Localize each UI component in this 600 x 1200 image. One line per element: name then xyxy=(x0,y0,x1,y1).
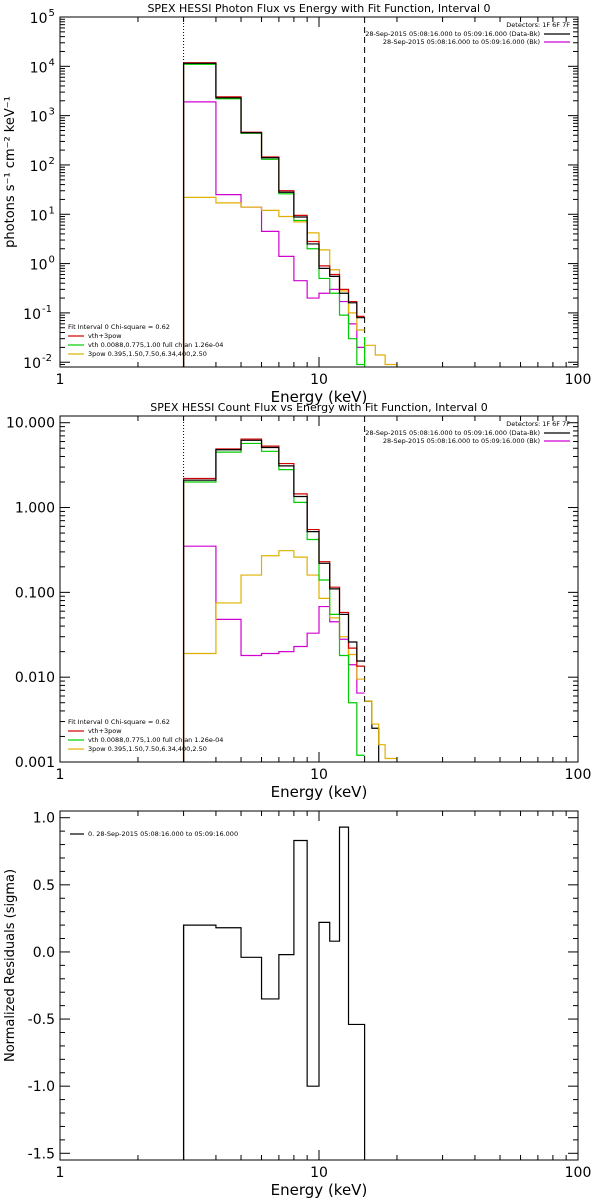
y-tick-exp: 2 xyxy=(49,156,55,167)
y-tick-label: 10 -2 xyxy=(23,353,52,372)
legend-entry: 3pow 0.395,1.50,7.50,6.34,400,2.50 xyxy=(88,350,207,358)
x-tick-label: 10 xyxy=(310,1165,328,1181)
legend-entry: vth 0.0088,0.775,1.00 full chian 1.26e-0… xyxy=(88,736,223,744)
legend-entry: 28-Sep-2015 05:08:16.000 to 05:09:16.000… xyxy=(365,429,540,437)
series-residuals xyxy=(182,826,366,1160)
plot-area-0 xyxy=(182,17,398,367)
legend-entry: vth+3pow xyxy=(88,727,122,735)
y-tick-base: 10 xyxy=(23,307,41,323)
x-tick-label: 100 xyxy=(565,1165,592,1181)
y-tick-base: 10 xyxy=(30,258,48,274)
y-tick-exp: 0 xyxy=(49,255,55,266)
x-axis-label: Energy (keV) xyxy=(271,1181,368,1199)
legend-fit-header: Fit Interval 0 Chi-square = 0.62 xyxy=(68,323,170,331)
legend-detectors: Detectors: 1F 6F 7F xyxy=(506,21,570,29)
x-tick-label: 10 xyxy=(310,372,328,388)
y-tick-label: -0.5 xyxy=(28,1012,55,1028)
y-tick-exp: 3 xyxy=(49,107,55,118)
series-vth xyxy=(182,442,365,762)
y-tick-exp: 1 xyxy=(49,205,55,216)
legend-entry: 3pow 0.395,1.50,7.50,6.34,400,2.50 xyxy=(88,745,207,753)
series-tail xyxy=(364,344,398,367)
series-tail xyxy=(364,700,398,762)
legend-entry: 28-Sep-2015 05:08:16.000 to 05:09:16.000… xyxy=(383,437,540,445)
legend-entry: 0. 28-Sep-2015 05:08:16.000 to 05:09:16.… xyxy=(88,830,238,838)
y-tick-base: 10 xyxy=(30,208,48,224)
y-tick-label: 0.010 xyxy=(15,670,55,686)
legend-entry: vth 0.0088,0.775,1.00 full chian 1.26e-0… xyxy=(88,341,223,349)
plot-area-2 xyxy=(182,826,366,1160)
y-tick-label: 10 3 xyxy=(30,107,55,126)
series-3pow xyxy=(182,196,365,367)
legend-entry: 28-Sep-2015 05:08:16.000 to 05:09:16.000… xyxy=(383,38,540,46)
y-tick-base: 10 xyxy=(30,110,48,126)
chart-title-1: SPEX HESSI Count Flux vs Energy with Fit… xyxy=(150,401,487,414)
chart-0: SPEX HESSI Photon Flux vs Energy with Fi… xyxy=(3,2,592,406)
y-tick-label: 10 0 xyxy=(30,255,55,274)
series-vth xyxy=(182,63,365,367)
legend-fit-header: Fit Interval 0 Chi-square = 0.62 xyxy=(68,718,170,726)
x-tick-label: 1 xyxy=(56,767,65,783)
x-tick-label: 100 xyxy=(565,767,592,783)
series-Data-Bk xyxy=(182,62,365,367)
y-tick-label: 0.100 xyxy=(15,585,55,601)
y-tick-label: 10.000 xyxy=(6,416,55,432)
y-tick-base: 10 xyxy=(30,60,48,76)
y-tick-label: 10 1 xyxy=(30,205,55,224)
y-tick-label: 10 2 xyxy=(30,156,55,175)
x-axis-label: Energy (keV) xyxy=(271,388,368,406)
legend-entry: vth+3pow xyxy=(88,332,122,340)
plot-frame-0 xyxy=(59,16,579,368)
chart-title-0: SPEX HESSI Photon Flux vs Energy with Fi… xyxy=(147,2,490,15)
x-tick-label: 10 xyxy=(310,767,328,783)
y-tick-label: 1.0 xyxy=(33,811,55,827)
y-axis-label: photons s⁻¹ cm⁻² keV⁻¹ xyxy=(3,96,18,248)
y-tick-base: 10 xyxy=(30,11,48,27)
y-tick-label: -1.0 xyxy=(28,1079,55,1095)
plot-area-1 xyxy=(182,416,398,762)
x-axis-label: Energy (keV) xyxy=(271,783,368,801)
x-tick-label: 1 xyxy=(56,372,65,388)
y-tick-label: 0.5 xyxy=(33,878,55,894)
x-tick-label: 1 xyxy=(56,1165,65,1181)
y-tick-base: 10 xyxy=(23,356,41,372)
y-tick-label: 0.0 xyxy=(33,945,55,961)
series-vth+3pow xyxy=(182,438,365,762)
legend-entry: 28-Sep-2015 05:08:16.000 to 05:09:16.000… xyxy=(365,30,540,38)
chart-2: 1 10 100 Energy (keV) -1.5 -1.0 -0.5 0.0 0.5 1.0 N… xyxy=(3,810,592,1199)
y-tick-label: 10 5 xyxy=(30,8,55,27)
y-tick-exp: 5 xyxy=(49,8,55,19)
y-tick-label: 1.000 xyxy=(15,501,55,517)
y-axis-label: Normalized Residuals (sigma) xyxy=(3,869,18,1062)
chart-1: SPEX HESSI Count Flux vs Energy with Fit… xyxy=(6,401,592,801)
x-tick-label: 100 xyxy=(565,372,592,388)
legend-detectors: Detectors: 1F 6F 7F xyxy=(506,420,570,428)
y-tick-label: -1.5 xyxy=(28,1146,55,1162)
y-tick-label: 10 -1 xyxy=(23,304,52,323)
y-tick-label: 0.001 xyxy=(15,755,55,771)
series-Data-Bk xyxy=(182,439,365,762)
series-Bk xyxy=(182,101,365,367)
y-tick-base: 10 xyxy=(30,159,48,175)
series-Bk xyxy=(182,545,365,762)
y-tick-label: 10 4 xyxy=(30,57,55,76)
y-tick-exp: -2 xyxy=(42,353,52,364)
series-vth+3pow xyxy=(182,62,365,367)
y-tick-exp: 4 xyxy=(49,57,55,68)
y-tick-exp: -1 xyxy=(42,304,52,315)
